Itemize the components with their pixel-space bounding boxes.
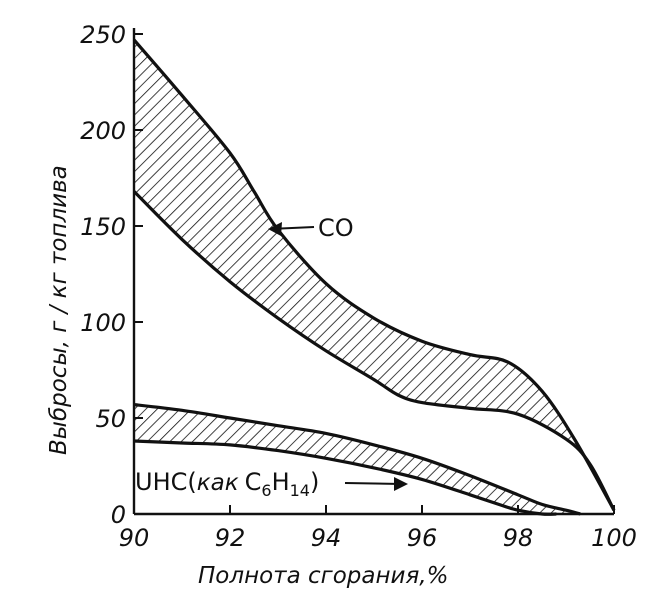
x-tick-label: 92 (215, 524, 246, 552)
series-1-band-fill (134, 404, 581, 515)
x-tick-label: 98 (503, 524, 534, 552)
uhc-series-label: UHC(как C6H14) (135, 468, 319, 500)
co-series-label: CO (318, 214, 354, 242)
y-tick-label: 200 (80, 117, 126, 145)
series-0-band-fill (134, 39, 614, 511)
series-1-lower-line (133, 439, 557, 516)
x-tick-label: 94 (311, 524, 342, 552)
x-tick-label: 90 (119, 524, 150, 552)
y-tick-label: 250 (80, 21, 126, 49)
y-axis-label: Выбросы, г / кг топлива (46, 165, 72, 455)
uhc-annotation: UHC(как C6H14) (135, 468, 408, 500)
uhc-arrow-line (344, 482, 403, 485)
series-1-upper-line (133, 403, 581, 516)
uhc-arrow-head (394, 477, 408, 491)
co-arrow-head (268, 222, 282, 236)
series-0-upper-line (132, 38, 616, 511)
y-tick-label: 0 (111, 501, 126, 529)
co-annotation: CO (268, 214, 354, 242)
x-tick-label: 100 (591, 524, 637, 552)
x-axis-label: Полнота сгорания,% (198, 563, 448, 589)
x-tick-label: 96 (407, 524, 438, 552)
y-tick-label: 100 (80, 309, 126, 337)
y-tick-label: 50 (95, 405, 126, 433)
series-0-lower-line (132, 190, 616, 511)
y-tick-label: 150 (80, 213, 126, 241)
